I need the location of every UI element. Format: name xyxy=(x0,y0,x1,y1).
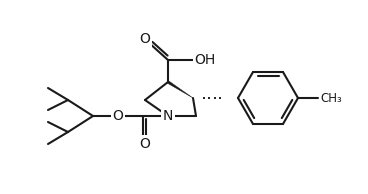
Text: CH₃: CH₃ xyxy=(320,92,342,105)
Text: N: N xyxy=(163,109,173,123)
Text: O: O xyxy=(139,32,151,46)
Text: O: O xyxy=(139,137,151,151)
Text: OH: OH xyxy=(194,53,216,67)
Polygon shape xyxy=(167,81,193,98)
Text: O: O xyxy=(113,109,123,123)
